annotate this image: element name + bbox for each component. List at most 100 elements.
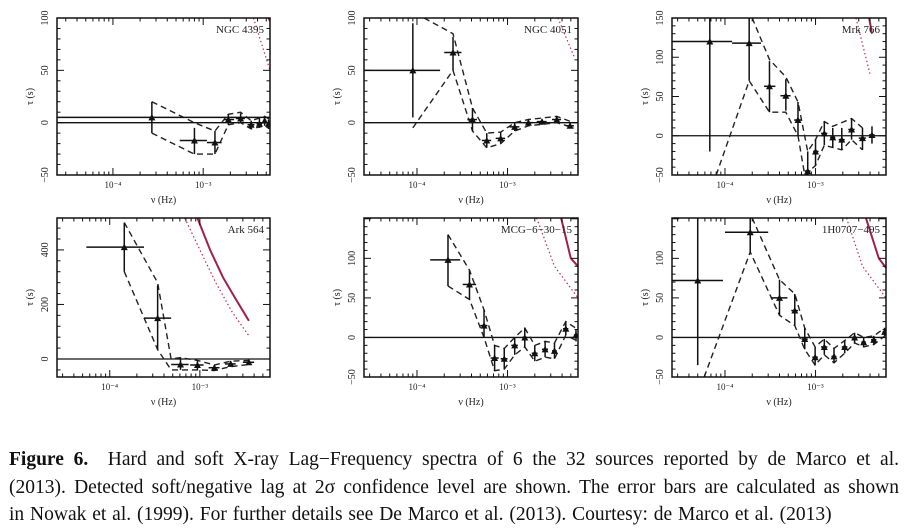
y-tick-label: 0 [40,357,51,362]
x-axis-label: ν (Hz) [766,397,791,408]
data-marker [765,82,773,90]
data-marker [706,38,714,45]
y-tick-label: −50 [655,369,666,385]
data-marker [237,114,245,122]
model-solid-curve [196,218,250,322]
data-marker [177,360,185,368]
panel-3: Mrk 766 10⁻⁴ 10⁻³ ν (Hz) −50 0 50 100 150 τ (s) [640,11,887,206]
y-tick-label: 0 [347,335,358,340]
data-point [860,337,868,347]
x-axis-label: ν (Hz) [151,397,176,408]
data-point [791,293,799,326]
x-axis-label: ν (Hz) [458,195,483,206]
data-marker [820,343,828,350]
y-tick-label: −50 [347,167,358,183]
data-marker [794,116,802,124]
band-upper [751,218,886,350]
data-marker [841,343,849,350]
data-point [467,108,477,132]
model-dotted-curve [536,218,578,299]
data-marker [409,66,417,74]
data-marker [804,167,812,175]
data-point [179,127,207,155]
data-marker [782,92,790,99]
data-point [57,101,270,134]
data-point [801,327,809,350]
data-marker [247,121,255,128]
data-point [830,348,838,363]
y-axis-label: τ (s) [640,88,651,105]
y-tick-label: 100 [655,251,666,266]
data-marker [572,331,578,339]
data-point [848,118,856,140]
caption-line-3: in Nowak et al. (1999). For further deta… [9,504,832,525]
data-point [247,120,255,129]
data-marker [830,352,838,360]
data-marker [211,139,219,146]
data-marker [265,120,270,127]
panel-2: NGC 4051 10⁻⁴ 10⁻³ ν (Hz) −50 0 50 100 τ (s) [332,11,579,206]
y-tick-label: 50 [347,293,358,303]
data-marker [255,120,263,127]
y-tick-label: 100 [40,11,51,26]
data-point [490,345,499,371]
data-marker [820,129,828,137]
panel-1: NGC 4395 10⁻⁴ 10⁻³ ν (Hz) −50 0 50 100 τ (s) [25,11,271,206]
data-marker [848,125,856,133]
data-marker [812,147,820,155]
data-marker [483,136,491,144]
data-point [86,222,144,272]
plot-area [672,218,886,377]
data-point [265,119,270,129]
y-axis-label: τ (s) [640,289,651,306]
data-marker [500,355,508,362]
band-lower [151,121,270,155]
data-point [858,127,866,150]
x-tick-label: 10⁻³ [807,382,824,392]
y-tick-label: 0 [655,335,666,340]
plot-frame [363,217,579,378]
x-tick-label: 10⁻³ [499,180,516,190]
data-point [550,342,558,359]
data-marker [449,49,457,56]
data-marker [566,122,574,129]
band-upper [751,18,863,154]
y-tick-label: 50 [655,293,666,303]
data-point [511,337,519,355]
x-tick-label: 10⁻⁴ [101,382,118,392]
data-marker [497,134,505,142]
data-point [732,18,762,81]
data-point [780,79,791,111]
x-axis-label: ν (Hz) [766,195,791,206]
data-point [462,270,477,300]
y-tick-label: 0 [655,133,666,138]
data-marker [245,358,253,366]
data-point [171,357,189,370]
panel-title: Mrk 766 [842,24,881,36]
y-tick-label: 50 [40,65,51,75]
data-marker [511,341,519,349]
band-lower [412,68,575,149]
data-marker [120,243,128,251]
data-marker [829,133,837,141]
x-tick-label: 10⁻³ [195,180,212,190]
data-point [235,113,245,123]
data-marker [511,123,519,130]
data-point [444,36,462,71]
band-lower [715,79,863,175]
y-axis-label: τ (s) [25,88,36,105]
data-marker [524,119,532,126]
plot-area [57,218,270,372]
panel-5: MCG−6−30−15 10⁻⁴ 10⁻³ ν (Hz) −50 0 50 100 τ (s) [332,217,579,408]
data-point [500,348,508,370]
data-point [495,132,506,144]
data-marker [193,361,201,368]
x-tick-label: 10⁻³ [192,382,209,392]
data-marker [746,228,754,236]
data-point [536,118,547,125]
data-marker [224,116,232,123]
data-point [812,139,820,166]
data-marker [541,345,549,353]
x-tick-label: 10⁻⁴ [104,180,121,190]
band-upper [151,101,270,132]
